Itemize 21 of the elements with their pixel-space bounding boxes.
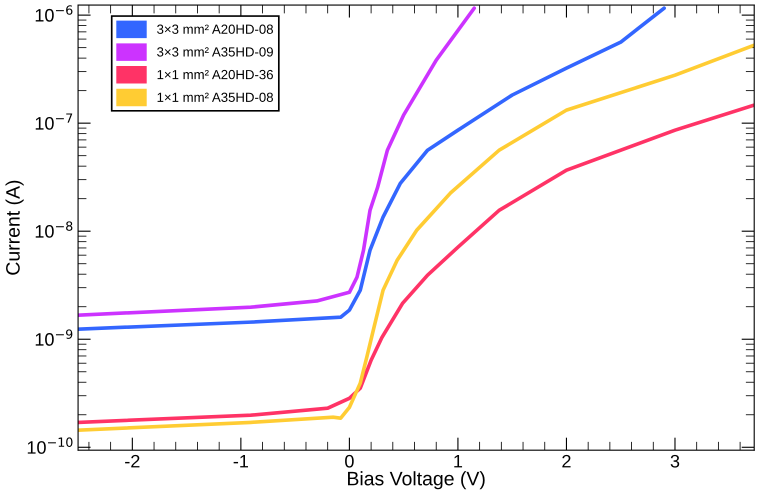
x-tick-label: -2 xyxy=(125,454,140,468)
legend-label: 1×1 mm² A35HD-08 xyxy=(158,92,273,102)
y-axis-title: Current (A) xyxy=(6,180,24,275)
legend-label: 1×1 mm² A20HD-36 xyxy=(158,70,273,80)
y-tick-label: 10$^{−6}$ xyxy=(36,5,72,22)
y-tick-label: 10$^{−8}$ xyxy=(36,221,72,238)
line-series xyxy=(78,6,476,317)
y-tick-label: 10$^{−9}$ xyxy=(36,329,72,346)
line-series xyxy=(78,103,754,424)
line-series xyxy=(78,6,666,331)
line-series xyxy=(78,43,754,432)
x-tick-label: 0 xyxy=(345,454,354,468)
x-tick-label: 3 xyxy=(670,454,680,468)
legend-label: 3×3 mm² A35HD-09 xyxy=(157,47,273,57)
y-tick-label: 10$^{−10}$ xyxy=(28,437,73,454)
x-tick-label: 1 xyxy=(454,455,462,468)
y-tick-label: 10$^{−7}$ xyxy=(36,113,72,130)
x-tick-label: 2 xyxy=(562,454,571,468)
x-axis-title: Bias Voltage (V) xyxy=(348,471,485,490)
legend-label: 3×3 mm² A20HD-08 xyxy=(157,24,273,34)
x-tick-label: -1 xyxy=(234,455,248,468)
